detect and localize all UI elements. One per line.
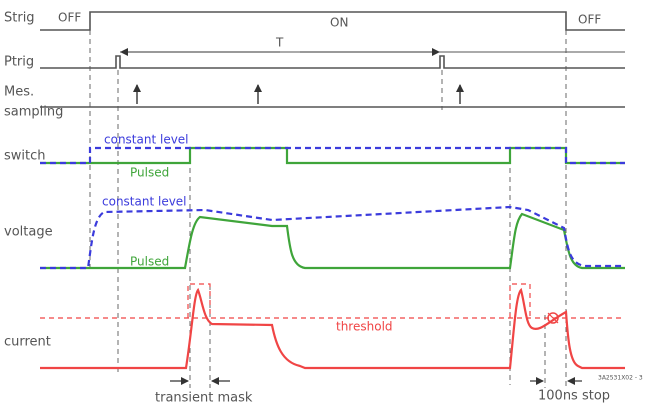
figure-code: 3A2531X02 - 3 (598, 375, 643, 382)
switch-constant (40, 146, 625, 165)
guide-lines (89, 30, 567, 388)
period-label: T (275, 36, 284, 50)
state-label: OFF (578, 13, 601, 27)
signal-label: voltage (4, 225, 53, 240)
signal-label: Ptrig (4, 55, 34, 70)
state-label: ON (330, 16, 348, 30)
signal-label: Mes. (4, 85, 34, 100)
transient-mask-label: transient mask (155, 391, 253, 406)
signal-label: Strig (4, 11, 35, 26)
legend-pulsed: Pulsed (130, 255, 169, 269)
signal-label: switch (4, 149, 46, 164)
transient-mask-box (187, 283, 211, 318)
state-label: OFF (58, 11, 81, 25)
stop-label: 100ns stop (538, 389, 610, 404)
stop-marker (547, 312, 559, 324)
transient-mask-box (509, 283, 531, 318)
stop-marker (547, 312, 559, 324)
legend-constant: constant level (104, 133, 189, 147)
voltage-constant (40, 205, 625, 270)
signal-label: current (4, 335, 51, 350)
signal-label: sampling (4, 105, 63, 120)
threshold-label: threshold (336, 320, 393, 334)
switch-pulsed (40, 146, 625, 165)
legend-pulsed: Pulsed (130, 166, 169, 180)
legend-constant: constant level (102, 195, 187, 209)
current-signal (40, 287, 625, 370)
voltage-pulsed (40, 212, 625, 270)
ptrig-signal (40, 55, 625, 69)
strig-signal (40, 11, 625, 31)
